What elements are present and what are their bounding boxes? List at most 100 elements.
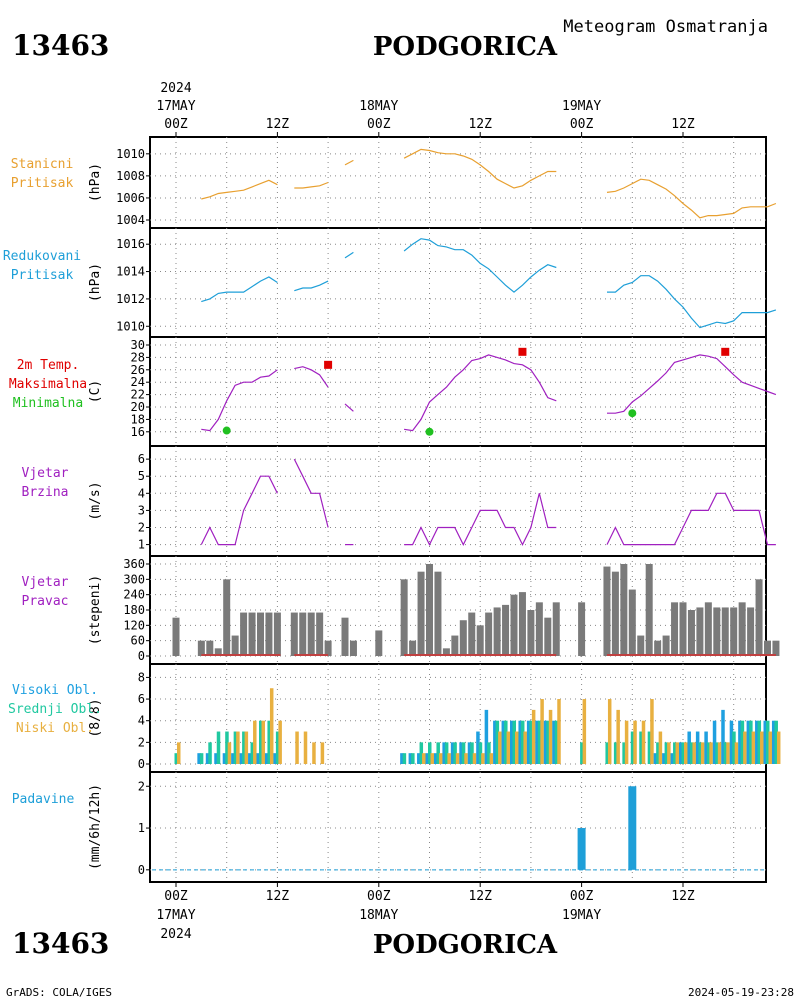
cloud-bar-mid (487, 742, 491, 764)
wind-direction-bar (535, 602, 543, 656)
cloud-bar-low (751, 731, 756, 764)
cloud-bar-mid (613, 742, 618, 764)
wind-direction-bar (468, 612, 476, 656)
min-temp-marker (628, 409, 637, 418)
cloud-bar-high (704, 731, 708, 764)
y-tick-label: 1004 (116, 213, 145, 227)
series-line-segment (344, 251, 354, 259)
y-axis-label: (mm/6h/12h) (88, 784, 103, 870)
wind-direction-bar (687, 610, 695, 656)
wind-direction-bar (409, 640, 417, 656)
series-line-segment (344, 159, 354, 166)
wind-direction-bar (730, 607, 738, 656)
cloud-bar-high (231, 753, 235, 764)
cloud-bar-mid (698, 742, 702, 764)
y-tick-label: 4 (138, 714, 145, 728)
cloud-bar-mid (766, 720, 770, 764)
wind-direction-bar (637, 635, 645, 656)
footer-station-id: 13463 (12, 927, 109, 960)
y-tick-label: 1010 (116, 319, 145, 333)
cloud-bar-mid (774, 720, 778, 764)
bottom-hour-label: 00Z (367, 889, 391, 904)
cloud-bar-low (177, 742, 181, 764)
wind-direction-bar (442, 648, 450, 656)
cloud-bar-low (650, 699, 654, 764)
panel-label-line: Pritisak (11, 176, 74, 191)
y-tick-label: 8 (138, 670, 145, 684)
panel-frame (149, 336, 767, 447)
cloud-bar-mid (436, 742, 440, 764)
y-axis-label: (C) (88, 380, 103, 403)
cloud-bar-mid (664, 742, 669, 764)
cloud-bar-low (684, 742, 688, 764)
series-line-segment (606, 492, 776, 546)
y-axis-label: (hPa) (88, 263, 103, 302)
wind-direction-bar (772, 640, 780, 656)
top-hour-label: 00Z (164, 117, 188, 132)
station-name: PODGORICA (373, 32, 558, 62)
y-tick-label: 26 (131, 363, 145, 377)
y-tick-label: 2 (138, 779, 145, 793)
wind-direction-bar (231, 635, 239, 656)
cloud-bar-high (264, 753, 269, 764)
wind-direction-bar (578, 602, 586, 656)
y-axis-label: (stepeni) (88, 575, 103, 645)
cloud-bar-low (658, 731, 663, 764)
generation-timestamp: 2024-05-19-23:28 (688, 986, 794, 999)
cloud-bar-low (269, 688, 274, 764)
series-line-segment (344, 403, 354, 412)
cloud-bar-low (506, 731, 511, 764)
cloud-bar-high (712, 720, 717, 764)
wind-direction-bar (265, 612, 273, 656)
top-year-label: 2024 (160, 81, 191, 96)
footer: 13463 PODGORICA GrADS: COLA/IGES 2024-05… (6, 927, 794, 999)
series-line-segment (293, 458, 329, 528)
cloud-bar-high (535, 720, 539, 764)
cloud-bar-mid (461, 742, 466, 764)
cloud-bar-high (493, 720, 497, 764)
cloud-bar-low (472, 753, 477, 764)
cloud-bar-low (312, 742, 316, 764)
series-line-segment (294, 181, 329, 189)
panel-label-line: Srednji Obl. (8, 702, 102, 717)
cloud-bar-high (239, 753, 244, 764)
cloud-bar-mid (673, 742, 677, 764)
panel-station_pressure: 1004 1006 1008 1010 (hPa) Stanicni Pritisak (11, 136, 777, 229)
cloud-bar-mid (225, 731, 229, 764)
cloud-bar-low (455, 753, 460, 764)
cloud-bar-high (501, 720, 506, 764)
wind-direction-bar (290, 612, 298, 656)
cloud-bar-high (400, 753, 404, 764)
cloud-bar-high (670, 753, 675, 764)
series-line-segment (201, 179, 278, 200)
cloud-bar-mid (554, 720, 559, 764)
cloud-bar-mid (520, 720, 525, 764)
cloud-bar-low (295, 731, 299, 764)
station-id: 13463 (12, 29, 109, 62)
cloud-bar-mid (529, 720, 533, 764)
wind-direction-bar (493, 607, 501, 656)
wind-direction-bar (518, 592, 526, 656)
cloud-bar-high (721, 709, 725, 764)
top-hour-label: 00Z (367, 117, 391, 132)
wind-direction-bar (206, 640, 214, 656)
panel-label-line: Vjetar (22, 575, 69, 590)
panel-reduced_pressure: 1010 1012 1014 1016 (hPa) Redukovani Pritisak (3, 227, 777, 338)
cloud-bar-high (484, 709, 489, 764)
cloud-bar-low (692, 742, 696, 764)
top-hour-label: 12Z (266, 117, 290, 132)
cloud-bar-high (518, 720, 522, 764)
y-tick-label: 6 (138, 692, 145, 706)
bottom-date-label: 19MAY (562, 908, 601, 923)
cloud-bar-low (253, 720, 257, 764)
cloud-bar-mid (242, 731, 246, 764)
series-line-segment (403, 238, 557, 293)
cloud-bar-high (205, 753, 210, 764)
top-date-label: 17MAY (156, 99, 195, 114)
y-tick-label: 0 (138, 649, 145, 663)
bottom-time-axis: 2024 00Z 17MAY 12Z 00Z 18MAY 12Z 00Z 19MAY 12Z (156, 882, 695, 942)
panel-precipitation: 0 1 2 (mm/6h/12h) Padavine (12, 771, 767, 883)
series-line-segment (607, 354, 777, 414)
cloud-bar-mid (622, 742, 626, 764)
